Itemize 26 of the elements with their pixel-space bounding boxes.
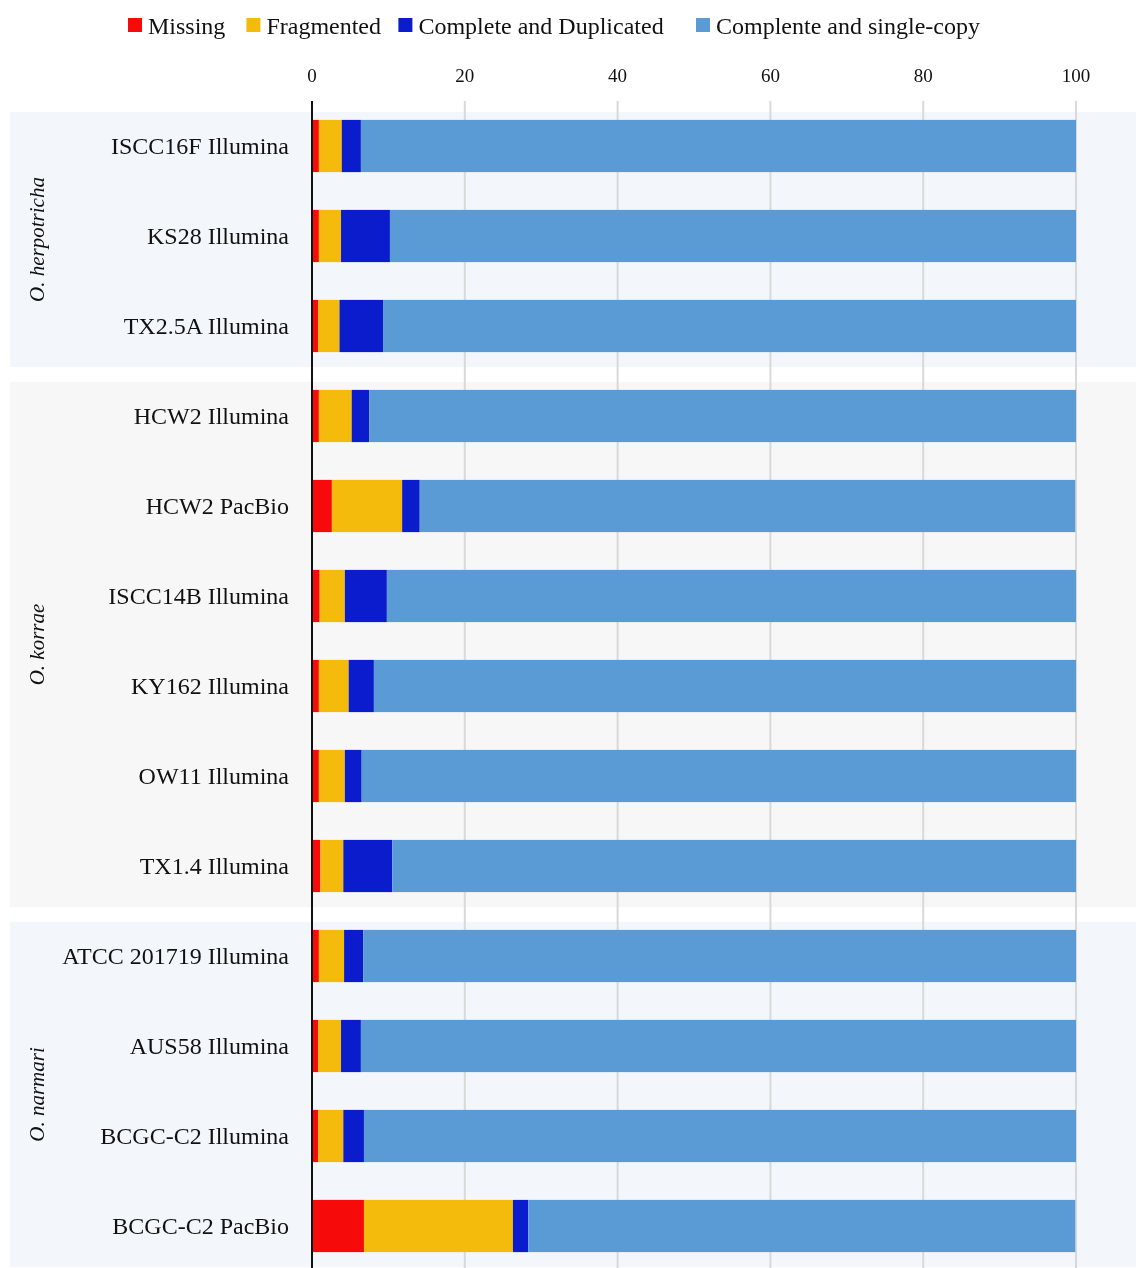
y-tick-label: AUS58 Illumina: [129, 1033, 290, 1060]
x-tick-label: 0: [307, 65, 317, 86]
legend-label: Complete and Duplicated: [418, 13, 664, 40]
legend-label: Complente and single-copy: [716, 13, 980, 40]
x-tick-label: 20: [455, 65, 475, 86]
band-label: O. narmari: [25, 1047, 49, 1142]
y-tick-label: ATCC 201719 Illumina: [62, 943, 290, 970]
y-tick-label: KS28 Illumina: [147, 223, 290, 250]
y-tick-label: HCW2 Illumina: [133, 403, 290, 430]
band-label: O. herpotricha: [25, 177, 49, 302]
y-tick-label: TX1.4 Illumina: [139, 853, 290, 880]
x-tick-label: 40: [608, 65, 628, 86]
y-tick-label: KY162 Illumina: [131, 673, 290, 700]
y-tick-label: TX2.5A Illumina: [123, 313, 290, 340]
x-tick-label: 80: [913, 65, 933, 86]
y-tick-label: OW11 Illumina: [138, 763, 290, 790]
y-tick-label: ISCC16F Illumina: [110, 133, 290, 160]
y-tick-label: HCW2 PacBio: [145, 493, 289, 520]
legend-label: Fragmented: [266, 13, 382, 40]
y-tick-label: BCGC-C2 Illumina: [100, 1123, 290, 1150]
y-tick-label: ISCC14B Illumina: [108, 583, 290, 610]
x-tick-label: 60: [760, 65, 780, 86]
legend-label: Missing: [148, 13, 226, 40]
x-tick-label: 100: [1061, 65, 1091, 86]
y-tick-label: BCGC-C2 PacBio: [112, 1213, 289, 1240]
band-label: O. korrae: [25, 603, 49, 686]
